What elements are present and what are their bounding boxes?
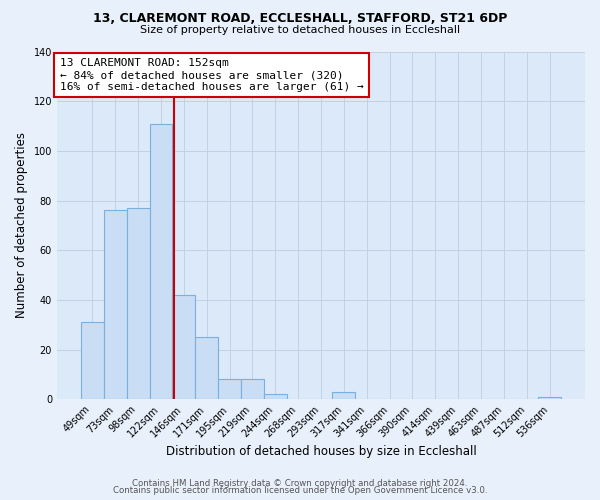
Bar bbox=[104, 210, 127, 399]
X-axis label: Distribution of detached houses by size in Eccleshall: Distribution of detached houses by size … bbox=[166, 444, 476, 458]
Bar bbox=[218, 380, 241, 399]
Bar bbox=[81, 322, 104, 399]
Bar bbox=[332, 392, 355, 399]
Text: Contains HM Land Registry data © Crown copyright and database right 2024.: Contains HM Land Registry data © Crown c… bbox=[132, 478, 468, 488]
Bar bbox=[195, 337, 218, 399]
Bar bbox=[127, 208, 149, 399]
Bar bbox=[538, 396, 561, 399]
Text: 13 CLAREMONT ROAD: 152sqm
← 84% of detached houses are smaller (320)
16% of semi: 13 CLAREMONT ROAD: 152sqm ← 84% of detac… bbox=[59, 58, 364, 92]
Bar bbox=[241, 380, 264, 399]
Bar bbox=[172, 295, 195, 399]
Text: 13, CLAREMONT ROAD, ECCLESHALL, STAFFORD, ST21 6DP: 13, CLAREMONT ROAD, ECCLESHALL, STAFFORD… bbox=[93, 12, 507, 26]
Bar bbox=[149, 124, 172, 399]
Y-axis label: Number of detached properties: Number of detached properties bbox=[15, 132, 28, 318]
Bar bbox=[264, 394, 287, 399]
Text: Size of property relative to detached houses in Eccleshall: Size of property relative to detached ho… bbox=[140, 25, 460, 35]
Text: Contains public sector information licensed under the Open Government Licence v3: Contains public sector information licen… bbox=[113, 486, 487, 495]
